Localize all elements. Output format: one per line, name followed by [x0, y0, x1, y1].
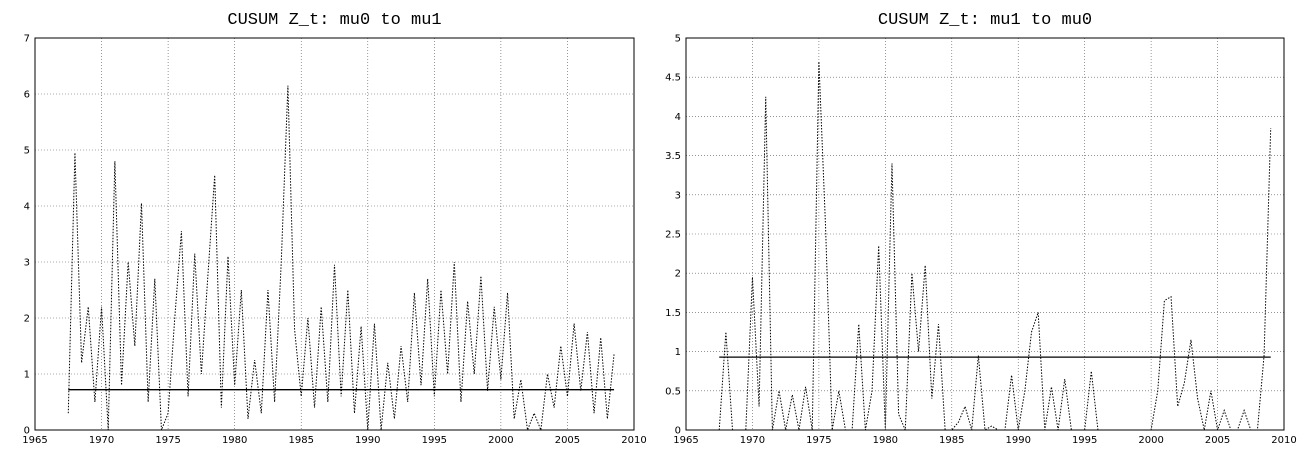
y-tick-label: 1.5 — [665, 308, 681, 319]
x-tick-label: 1975 — [806, 435, 831, 446]
y-tick-label: 0 — [24, 426, 30, 437]
y-tick-label: 4 — [24, 202, 30, 213]
y-tick-label: 4.5 — [665, 73, 681, 84]
x-tick-label: 1975 — [155, 435, 180, 446]
cusum-line — [718, 61, 1272, 431]
x-tick-label: 2000 — [1138, 435, 1163, 446]
y-tick-label: 1 — [24, 370, 30, 381]
y-tick-label: 2 — [24, 314, 30, 325]
y-tick-label: 3 — [675, 190, 681, 201]
x-tick-label: 1990 — [355, 435, 380, 446]
x-tick-label: 1980 — [222, 435, 247, 446]
chart-title: CUSUM Z_t: mu0 to mu1 — [227, 11, 441, 30]
x-tick-label: 2010 — [621, 435, 646, 446]
y-tick-label: 2.5 — [665, 230, 681, 241]
y-tick-label: 7 — [24, 34, 30, 45]
x-tick-label: 1990 — [1005, 435, 1030, 446]
y-tick-label: 3.5 — [665, 151, 681, 162]
y-tick-label: 5 — [24, 146, 30, 157]
x-tick-label: 1965 — [673, 435, 698, 446]
y-tick-label: 0 — [675, 426, 681, 437]
y-tick-label: 2 — [675, 269, 681, 280]
x-tick-label: 1965 — [22, 435, 47, 446]
x-tick-label: 1985 — [939, 435, 964, 446]
x-tick-label: 1970 — [89, 435, 114, 446]
x-tick-label: 1970 — [740, 435, 765, 446]
y-tick-label: 1 — [675, 347, 681, 358]
y-tick-label: 0.5 — [665, 386, 681, 397]
x-tick-label: 2000 — [488, 435, 513, 446]
x-tick-label: 1995 — [422, 435, 447, 446]
y-tick-label: 5 — [675, 34, 681, 45]
x-tick-label: 2010 — [1271, 435, 1296, 446]
y-tick-label: 4 — [675, 112, 681, 123]
x-tick-label: 2005 — [1205, 435, 1230, 446]
x-tick-label: 1980 — [873, 435, 898, 446]
plot-frame — [34, 37, 635, 431]
x-tick-label: 1985 — [288, 435, 313, 446]
y-tick-label: 6 — [24, 90, 30, 101]
x-tick-label: 1995 — [1072, 435, 1097, 446]
cusum-line — [67, 85, 615, 432]
y-tick-label: 3 — [24, 258, 30, 269]
plot-frame — [685, 37, 1285, 431]
x-tick-label: 2005 — [555, 435, 580, 446]
chart-title: CUSUM Z_t: mu1 to mu0 — [878, 11, 1092, 30]
